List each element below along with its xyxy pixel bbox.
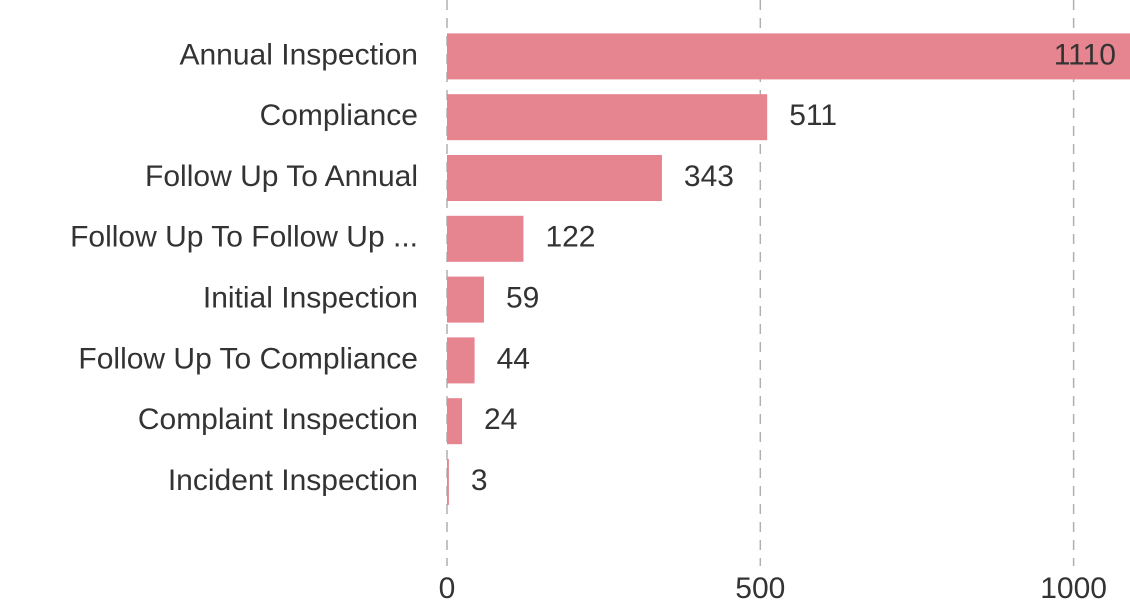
x-tick-label: 0 [439,572,456,605]
grid [446,0,1075,566]
value-label: 24 [484,403,517,436]
labels: 0 500 1000 Annual Inspection 1110 Compliance 5… [70,38,1116,605]
y-tick-label: Annual Inspection [179,38,418,71]
y-tick-label: Follow Up To Follow Up ... [70,221,418,254]
y-tick-label: Follow Up To Annual [145,160,418,193]
value-label: 122 [545,221,595,254]
y-tick-label: Incident Inspection [168,464,418,497]
bar [447,459,449,505]
value-label: 3 [471,464,488,497]
bar [447,155,662,201]
value-label: 44 [497,342,530,375]
value-label: 511 [789,99,837,132]
bar [447,337,475,384]
bar [447,215,524,262]
y-tick-label: Compliance [260,99,418,132]
value-label: 343 [684,160,734,193]
x-tick-label: 1000 [1040,572,1107,605]
bars [447,33,1130,505]
value-label: 59 [506,282,539,315]
bar [447,94,768,141]
y-tick-label: Initial Inspection [203,282,418,315]
bar [447,276,484,323]
x-tick-label: 500 [735,572,785,605]
value-label: 1110 [1054,38,1116,71]
bar [447,33,1130,80]
y-tick-label: Follow Up To Compliance [78,342,418,375]
y-tick-label: Complaint Inspection [138,403,418,436]
bar [447,398,463,445]
